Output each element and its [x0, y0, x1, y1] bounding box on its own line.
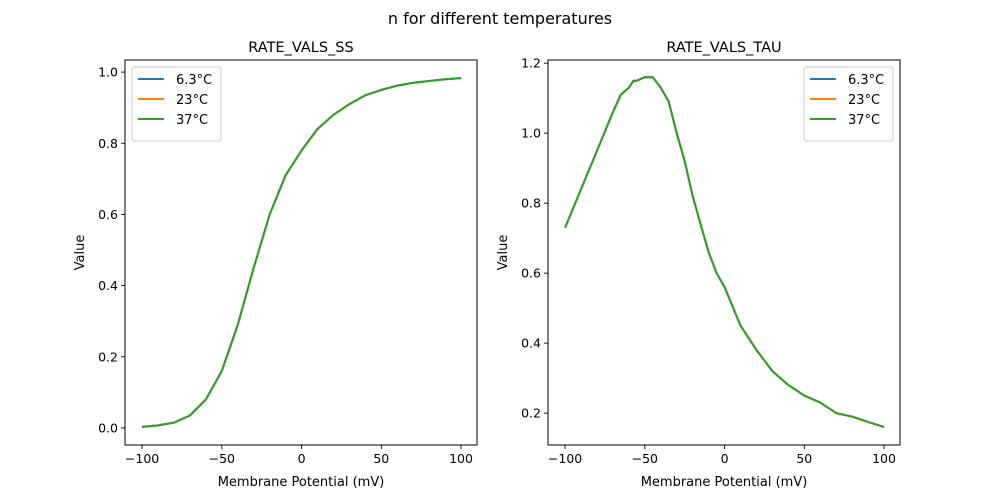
axes-frame	[547, 59, 901, 446]
x-tick-label: 50	[373, 451, 389, 466]
subplot-title: RATE_VALS_SS	[248, 40, 353, 56]
legend-label: 23°C	[176, 93, 208, 108]
series-line-37C	[142, 77, 462, 428]
y-tick-label: 1.0	[98, 65, 118, 80]
y-tick-label: 0.4	[521, 336, 541, 351]
x-tick-label: 100	[872, 451, 896, 466]
y-tick-label: 1.0	[521, 126, 541, 141]
legend-label: 6.3°C	[848, 73, 884, 88]
y-tick-label: 0.8	[521, 196, 541, 211]
legend: 6.3°C 23°C 37°C	[131, 66, 222, 142]
right-subplot: RATE_VALS_TAU Membrane Potential (mV) Valu…	[496, 40, 901, 490]
x-tick-label: 0	[298, 451, 306, 466]
subplot-title: RATE_VALS_TAU	[666, 40, 781, 56]
x-tick-label: 50	[796, 451, 812, 466]
y-tick-label: 0.4	[98, 278, 118, 293]
y-tick-label: 0.0	[98, 420, 118, 435]
left-subplot: RATE_VALS_SS Membrane Potential (mV) Value…	[73, 40, 478, 490]
y-axis-label: Value	[496, 235, 511, 271]
legend-label: 23°C	[848, 93, 880, 108]
series-line-37C	[564, 76, 885, 429]
y-tick-label: 0.8	[98, 136, 118, 151]
x-tick-label: −100	[548, 451, 582, 466]
legend: 6.3°C 23°C 37°C	[803, 66, 894, 142]
x-axis-label: Membrane Potential (mV)	[641, 475, 808, 490]
figure-suptitle: n for different temperatures	[388, 9, 612, 28]
y-tick-label: 0.6	[521, 266, 541, 281]
x-tick-label: −50	[632, 451, 658, 466]
legend-label: 37°C	[176, 113, 208, 128]
y-tick-label: 0.6	[98, 207, 118, 222]
x-tick-label: 0	[721, 451, 729, 466]
x-tick-label: −100	[125, 451, 159, 466]
legend-label: 37°C	[848, 113, 880, 128]
y-tick-label: 1.2	[521, 56, 541, 71]
x-tick-label: 100	[449, 451, 473, 466]
legend-box	[131, 66, 222, 142]
x-tick-label: −50	[209, 451, 235, 466]
y-tick-label: 0.2	[98, 349, 118, 364]
legend-label: 6.3°C	[176, 73, 212, 88]
y-tick-label: 0.2	[521, 406, 541, 421]
axes-frame	[124, 59, 478, 446]
x-axis-label: Membrane Potential (mV)	[218, 475, 385, 490]
legend-box	[803, 66, 894, 142]
y-axis-label: Value	[73, 235, 88, 271]
